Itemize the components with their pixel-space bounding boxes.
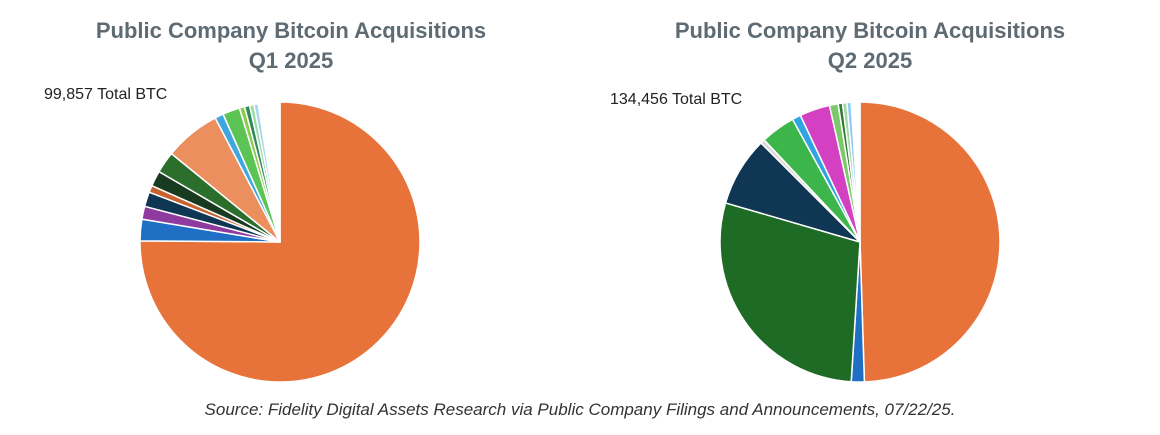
pie-chart-q1 — [139, 101, 421, 383]
source-note: Source: Fidelity Digital Assets Research… — [204, 400, 956, 419]
pie-chart-q2 — [719, 101, 1001, 383]
pie-slice-q1-15 — [257, 101, 281, 243]
chart-title-q1: Public Company Bitcoin Acquisitions Q1 2… — [51, 16, 531, 76]
pie-slice-q2-1 — [859, 101, 1001, 383]
pie-slice-q2-3 — [719, 202, 861, 383]
pie-slice-q2-13 — [850, 101, 861, 243]
chart-title-q1-main: Public Company Bitcoin Acquisitions — [95, 18, 487, 43]
chart-title-q2: Public Company Bitcoin Acquisitions Q2 2… — [630, 16, 1110, 76]
chart-title-q2-main: Public Company Bitcoin Acquisitions — [674, 18, 1066, 43]
pie-slice-q1-1 — [139, 101, 421, 383]
chart-subtitle-q2: Q2 2025 — [827, 48, 913, 73]
total-btc-label-q2: 134,456 Total BTC — [610, 91, 743, 108]
chart-subtitle-q1: Q1 2025 — [248, 48, 334, 73]
total-btc-label-q1: 99,857 Total BTC — [44, 86, 168, 103]
